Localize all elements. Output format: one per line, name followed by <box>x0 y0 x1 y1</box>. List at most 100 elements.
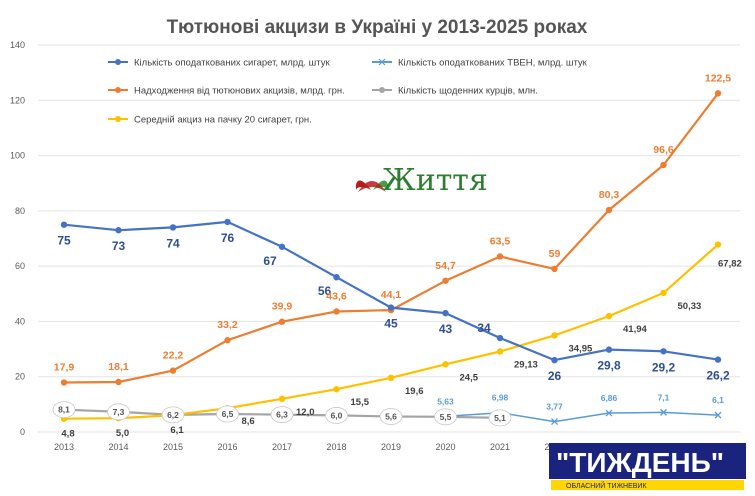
series-point <box>551 356 558 364</box>
legend-swatch-marker <box>115 116 121 122</box>
y-tick-label: 100 <box>10 151 25 161</box>
series-point <box>496 334 504 342</box>
data-label: 6,2 <box>167 410 179 420</box>
data-label-bubble <box>379 408 403 425</box>
series-point <box>278 395 286 403</box>
data-label: 5,0 <box>116 428 129 439</box>
series-point <box>60 221 68 228</box>
data-label-bubble <box>270 406 294 423</box>
y-tick-label: 40 <box>15 316 25 326</box>
series-point <box>169 367 177 374</box>
series-point <box>714 356 722 363</box>
chart-title: Тютюнові акцизи в Україні у 2013-2025 ро… <box>167 17 588 38</box>
data-label: 12,0 <box>296 407 315 418</box>
x-tick-label: 2017 <box>272 442 292 452</box>
data-label: 74 <box>166 236 180 250</box>
data-label: 33,2 <box>217 319 238 331</box>
data-label: 67,82 <box>718 259 742 270</box>
series-point <box>115 227 122 234</box>
data-label: 4,8 <box>61 429 74 440</box>
data-label: 122,5 <box>705 72 731 84</box>
data-label: 6,98 <box>492 393 509 403</box>
series-point <box>442 309 449 317</box>
series-point <box>333 274 340 281</box>
data-label: 6,1 <box>712 395 724 405</box>
grid-lines <box>38 44 740 433</box>
data-label: 45 <box>384 317 398 331</box>
series-point <box>605 206 613 214</box>
data-label-bubble <box>107 403 130 421</box>
series-point <box>333 308 340 315</box>
data-label: 8,6 <box>242 416 255 427</box>
data-label: 29,2 <box>652 360 676 374</box>
data-label: 19,6 <box>405 386 424 397</box>
data-label: 39,9 <box>272 301 293 313</box>
series-point <box>387 304 395 311</box>
series-point <box>551 418 558 426</box>
data-label: 50,33 <box>678 301 702 312</box>
data-label: 96,6 <box>653 144 674 156</box>
data-label-bubble <box>434 408 457 426</box>
data-label: 29,8 <box>597 359 621 373</box>
data-label: 5,63 <box>437 396 454 406</box>
data-label: 6,3 <box>276 410 288 420</box>
data-label: 5,6 <box>385 412 397 422</box>
legend-label: Кількість оподаткованих ТВЕН, млрд. штук <box>398 58 588 69</box>
series-point <box>115 378 122 386</box>
data-label: 7,1 <box>658 392 670 402</box>
x-tick-label: 2021 <box>490 442 510 452</box>
x-tick-label: 2013 <box>54 442 74 452</box>
legend-swatch-marker <box>378 58 386 66</box>
data-label: 6,0 <box>331 410 343 420</box>
series-line <box>62 243 720 420</box>
data-label: 18,1 <box>108 361 129 373</box>
legend-entry: Середній акциз на пачку 20 сигарет, грн. <box>108 115 312 126</box>
legend-swatch-marker <box>379 87 385 93</box>
data-label: 43,6 <box>326 290 347 302</box>
data-label: 54,7 <box>435 260 456 272</box>
data-label: 6,86 <box>601 393 618 403</box>
series-point <box>224 218 231 226</box>
data-label: 5,1 <box>494 413 506 423</box>
data-label: 15,5 <box>351 397 370 408</box>
legend-label: Кількість щоденних курців, млн. <box>398 86 538 97</box>
data-label: 34,95 <box>569 343 593 354</box>
legend-label: Середній акциз на пачку 20 сигарет, грн. <box>134 115 312 126</box>
tyzhden-stamp: "ТИЖДЕНЬ" ОБЛАСНИЙ ТИЖНЕВИК <box>549 443 746 490</box>
series-point <box>60 379 68 386</box>
legend-swatch-marker <box>115 59 121 65</box>
y-tick-label: 0 <box>20 427 25 437</box>
data-label: 76 <box>221 231 235 245</box>
series-point <box>224 337 231 344</box>
legend-entry: Кількість оподаткованих сигарет, млрд. ш… <box>108 58 330 69</box>
series-point <box>496 348 504 355</box>
legend: Кількість оподаткованих сигарет, млрд. ш… <box>108 58 588 126</box>
data-label-bubble <box>161 406 185 424</box>
series-point <box>551 265 558 273</box>
data-labels: 75 73 74 76 67 56 45 43 34 26 29,8 29,2 26,2 17,9 18,1… <box>52 72 742 440</box>
series-point <box>660 348 667 355</box>
x-tick-label: 2018 <box>326 442 346 452</box>
x-tick-label: 2015 <box>163 442 183 452</box>
data-label: 41,94 <box>623 324 647 335</box>
legend-swatch-marker <box>115 87 121 93</box>
data-label: 67 <box>263 254 277 268</box>
series-point <box>714 90 722 97</box>
y-axis-tick-labels: 0 20 40 60 80 100 120 140 <box>10 40 25 437</box>
stamp-background <box>549 443 746 479</box>
data-label: 56 <box>318 284 332 298</box>
series-point <box>278 243 286 250</box>
legend-entry: Кількість щоденних курців, млн. <box>372 86 538 97</box>
series-point <box>605 346 613 353</box>
data-label-bubble <box>488 409 512 427</box>
data-label: 63,5 <box>490 235 511 247</box>
data-label: 6,5 <box>222 409 234 419</box>
logo-text: Життя <box>382 163 488 198</box>
data-label: 22,2 <box>163 350 184 362</box>
legend-entry: Надходження від тютюнових акцизів, млрд.… <box>108 86 345 97</box>
data-label: 34 <box>477 321 491 335</box>
x-tick-label: 2020 <box>435 442 455 452</box>
series-point <box>442 277 449 284</box>
data-label: 6,1 <box>170 425 184 436</box>
